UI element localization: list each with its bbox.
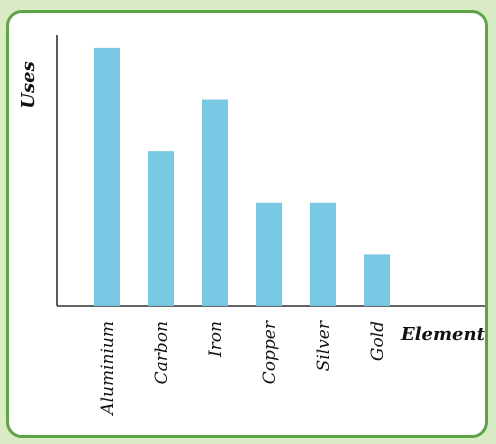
x-tick-iron: Iron bbox=[206, 321, 226, 358]
bars-group bbox=[94, 47, 390, 307]
chart-frame: Aluminium Carbon Iron Copper Silver Gold Uses… bbox=[6, 10, 488, 438]
x-tick-aluminium: Aluminium bbox=[98, 321, 118, 417]
bar-aluminium bbox=[94, 47, 120, 307]
y-axis-label: Uses bbox=[18, 61, 39, 108]
x-axis-label: Element bbox=[400, 324, 486, 345]
x-tick-labels: Aluminium Carbon Iron Copper Silver Gold bbox=[98, 320, 388, 417]
bar-silver bbox=[310, 202, 336, 306]
x-tick-silver: Silver bbox=[314, 320, 334, 371]
x-tick-copper: Copper bbox=[260, 320, 280, 384]
bar-iron bbox=[202, 99, 228, 307]
bar-chart: Aluminium Carbon Iron Copper Silver Gold Uses… bbox=[18, 35, 486, 417]
x-tick-carbon: Carbon bbox=[152, 321, 172, 384]
bar-carbon bbox=[148, 151, 174, 306]
bar-gold bbox=[364, 254, 390, 306]
x-tick-gold: Gold bbox=[368, 321, 388, 361]
bar-copper bbox=[256, 202, 282, 306]
